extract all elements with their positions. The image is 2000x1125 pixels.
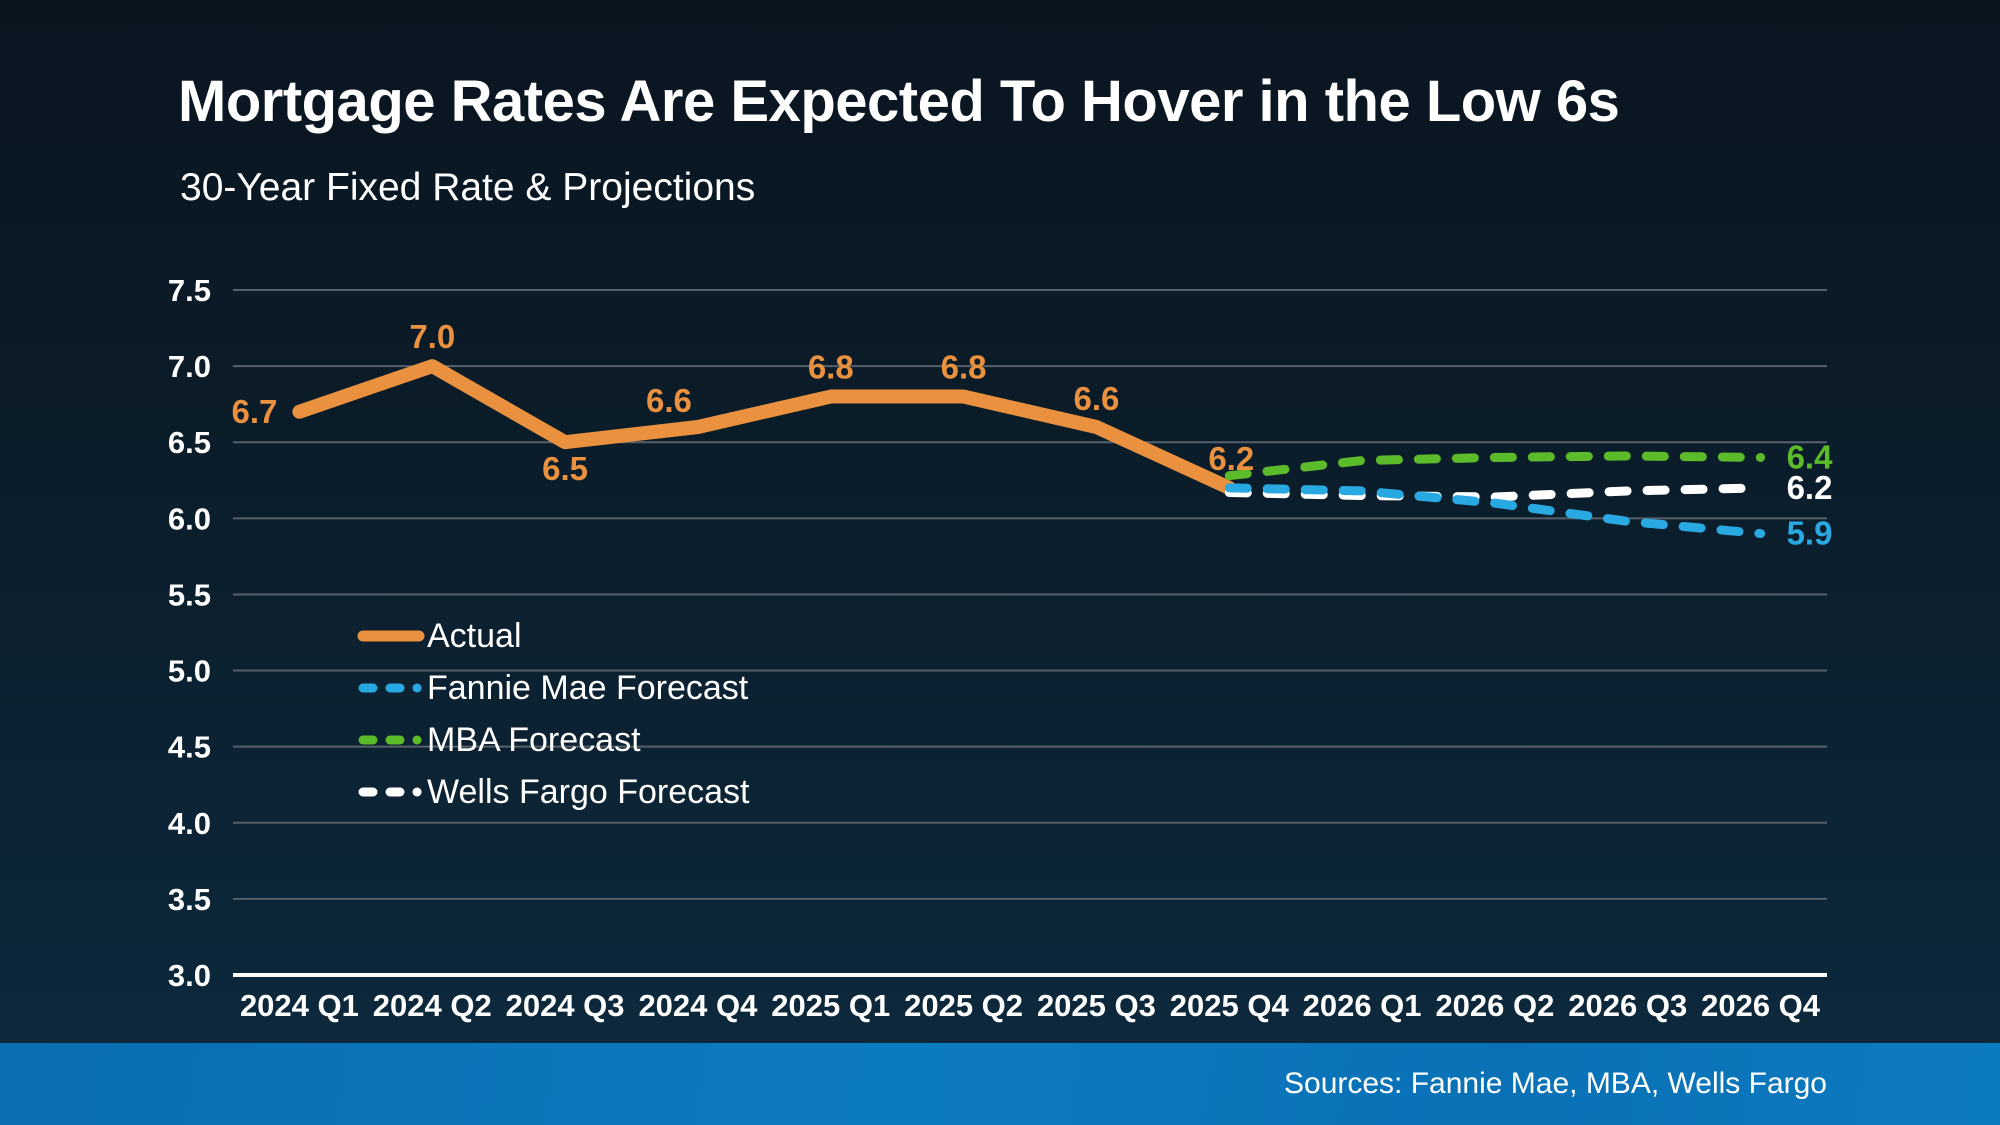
data-point-label: 7.0	[409, 318, 455, 355]
data-point-label: 6.8	[808, 349, 854, 386]
y-axis-tick-label: 6.5	[168, 425, 211, 460]
legend-item-wells-fargo-forecast: Wells Fargo Forecast	[357, 766, 749, 818]
page-subtitle: 30-Year Fixed Rate & Projections	[180, 166, 756, 209]
y-axis-tick-label: 3.0	[168, 958, 211, 993]
legend-swatch-dashed-line	[358, 683, 424, 693]
legend-label: MBA Forecast	[427, 720, 641, 759]
x-axis-tick-label: 2025 Q1	[771, 988, 890, 1023]
x-axis-tick-label: 2026 Q1	[1303, 988, 1422, 1023]
x-axis-tick-label: 2025 Q2	[904, 988, 1023, 1023]
y-axis-tick-label: 7.0	[168, 349, 211, 384]
data-point-label: 6.7	[232, 393, 278, 430]
x-axis-tick-label: 2024 Q4	[638, 988, 758, 1023]
chart-legend: Actual Fannie Mae Forecast MBA Forecast Wel…	[357, 610, 749, 818]
y-axis-tick-label: 3.5	[168, 882, 211, 917]
series-end-label: 6.2	[1787, 469, 1833, 506]
x-axis-tick-label: 2025 Q3	[1037, 988, 1156, 1023]
x-axis-tick-label: 2024 Q3	[506, 988, 625, 1023]
x-axis-tick-label: 2026 Q2	[1435, 988, 1554, 1023]
legend-label: Wells Fargo Forecast	[427, 772, 750, 811]
data-point-label: 6.5	[542, 450, 588, 487]
x-axis-tick-label: 2026 Q3	[1568, 988, 1687, 1023]
series-end-label: 5.9	[1787, 515, 1833, 552]
series-line-mba-forecast	[1224, 451, 1766, 481]
legend-swatch-dashed-line	[358, 787, 424, 797]
data-point-label: 6.6	[646, 382, 692, 419]
legend-swatch-solid-line	[357, 630, 425, 642]
legend-item-mba-forecast: MBA Forecast	[357, 714, 749, 766]
data-point-label: 6.6	[1073, 380, 1119, 417]
legend-swatch-dashed-line	[358, 735, 424, 745]
legend-item-actual: Actual	[357, 610, 749, 662]
legend-label: Actual	[427, 616, 522, 655]
y-axis-tick-label: 5.0	[168, 654, 211, 689]
sources-note: Sources: Fannie Mae, MBA, Wells Fargo	[1284, 1067, 1827, 1100]
y-axis-tick-label: 5.5	[168, 577, 211, 612]
series-end-label: 6.4	[1787, 438, 1834, 475]
x-axis-tick-label: 2024 Q2	[373, 988, 492, 1023]
x-axis-tick-label: 2026 Q4	[1701, 988, 1821, 1023]
page-title: Mortgage Rates Are Expected To Hover in …	[178, 69, 1620, 134]
series-line-fannie-mae-forecast	[1224, 483, 1766, 539]
series-line-wells-fargo-forecast	[1224, 483, 1766, 502]
data-point-label: 6.2	[1208, 440, 1254, 477]
y-axis-tick-label: 4.5	[168, 730, 211, 765]
legend-label: Fannie Mae Forecast	[427, 668, 749, 707]
data-point-label: 6.8	[941, 349, 987, 386]
footer-bar: Sources: Fannie Mae, MBA, Wells Fargo	[0, 1043, 2000, 1125]
x-axis-tick-label: 2024 Q1	[240, 988, 359, 1023]
y-axis-tick-label: 6.0	[168, 501, 211, 536]
y-axis-tick-label: 7.5	[168, 273, 211, 308]
legend-item-fannie-mae-forecast: Fannie Mae Forecast	[357, 662, 749, 714]
x-axis-tick-label: 2025 Q4	[1170, 988, 1290, 1023]
series-line-actual	[292, 359, 1237, 495]
y-axis-tick-label: 4.0	[168, 806, 211, 841]
